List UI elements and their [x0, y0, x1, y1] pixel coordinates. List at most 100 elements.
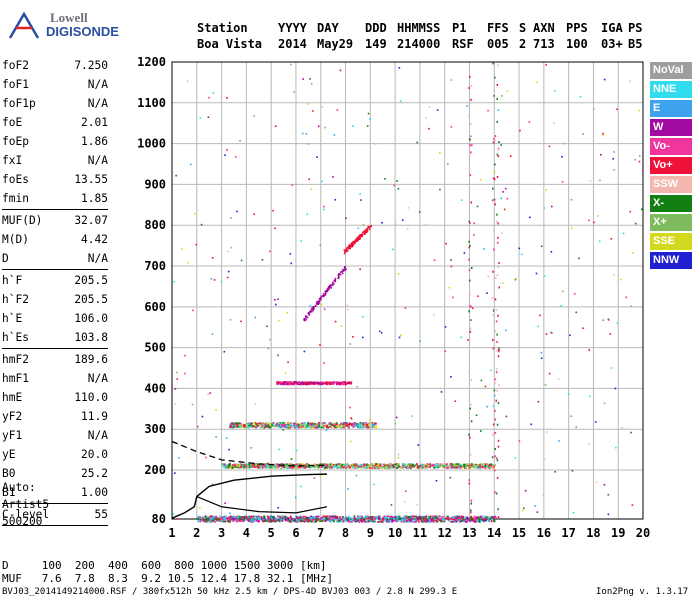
echo-trace-dot — [277, 519, 280, 521]
stripe-dot — [497, 445, 500, 448]
echo-trace-dot — [401, 519, 404, 522]
echo-trace-dot — [376, 463, 378, 466]
echo-trace-dot — [481, 463, 484, 466]
echo-trace-dot — [311, 518, 314, 521]
echo-trace-dot — [255, 464, 257, 467]
noise-dot — [208, 96, 210, 99]
echo-trace-dot — [290, 463, 293, 466]
echo-trace-dot — [417, 516, 420, 519]
echo-trace-dot — [238, 464, 241, 466]
stripe-dot — [497, 355, 500, 358]
echo-trace-dot — [266, 463, 269, 466]
echo-trace-dot — [313, 423, 316, 425]
noise-dot — [277, 298, 279, 301]
noise-dot — [435, 479, 438, 482]
noise-dot — [277, 506, 280, 509]
echo-trace-dot — [322, 515, 325, 518]
noise-dot — [323, 362, 325, 364]
noise-dot — [616, 108, 618, 111]
echo-trace-dot — [363, 423, 365, 426]
echo-trace-dot — [251, 515, 253, 518]
echo-trace-dot — [269, 464, 272, 467]
echo-trace-dot — [291, 467, 293, 469]
noise-dot — [638, 155, 641, 157]
param-row: foEs 13.55 — [2, 170, 108, 189]
noise-dot — [540, 245, 543, 248]
noise-dot — [186, 80, 189, 83]
noise-dot — [324, 126, 326, 129]
noise-dot — [418, 211, 421, 213]
echo-trace-dot — [329, 381, 332, 384]
echo-trace-dot — [363, 519, 365, 522]
noise-dot — [487, 109, 489, 112]
echo-trace-dot — [422, 515, 425, 518]
echo-trace-dot — [384, 518, 387, 521]
echo-trace-dot — [240, 519, 242, 522]
echo-trace-dot — [352, 425, 355, 428]
echo-trace-dot — [382, 463, 385, 466]
echo-trace-dot — [262, 520, 265, 523]
stripe-dot — [493, 198, 496, 201]
noise-dot — [228, 448, 230, 451]
stripe-dot — [468, 482, 471, 485]
stripe-dot — [495, 492, 498, 495]
echo-trace-dot — [442, 465, 444, 468]
param-row: fmin 1.85 — [2, 189, 108, 208]
echo-trace-dot — [238, 466, 241, 469]
oblique-trace-dot — [332, 283, 335, 285]
param-value: 1.86 — [81, 135, 108, 148]
echo-trace-dot — [389, 515, 391, 518]
param-row: B0 25.2 — [2, 464, 108, 483]
echo-trace-dot — [239, 426, 242, 428]
echo-trace-dot — [257, 466, 260, 469]
echo-trace-dot — [408, 464, 411, 467]
echo-trace-dot — [455, 466, 458, 469]
echo-trace-dot — [265, 465, 268, 468]
noise-dot — [425, 117, 428, 119]
echo-trace-dot — [427, 516, 430, 518]
echo-trace-dot — [429, 515, 432, 518]
noise-dot — [193, 212, 196, 215]
legend-item: W — [650, 119, 692, 136]
echo-trace-dot — [283, 466, 285, 468]
stripe-dot — [495, 320, 498, 323]
echo-trace-dot — [384, 520, 387, 522]
echo-trace-dot — [417, 517, 420, 520]
echo-trace-dot — [362, 518, 364, 521]
stripe-dot — [496, 241, 499, 244]
echo-trace-dot — [312, 424, 315, 427]
echo-trace-dot — [272, 422, 275, 424]
param-separator — [2, 348, 108, 349]
echo-trace-dot — [447, 516, 450, 519]
noise-dot — [473, 222, 475, 225]
echo-trace-dot — [366, 465, 369, 468]
echo-trace-dot — [252, 518, 254, 521]
auto-line: 500200 — [2, 515, 43, 528]
echo-trace-dot — [215, 515, 217, 518]
echo-trace-dot — [372, 515, 375, 518]
echo-trace-dot — [356, 517, 359, 520]
noise-dot — [575, 311, 577, 314]
echo-trace-dot — [311, 382, 314, 385]
echo-trace-dot — [286, 466, 289, 469]
echo-trace-dot — [394, 519, 397, 522]
noise-dot — [307, 103, 310, 105]
echo-trace-dot — [326, 381, 328, 383]
oblique-trace-dot — [320, 297, 322, 300]
echo-trace-dot — [311, 516, 314, 519]
echo-trace-dot — [371, 520, 374, 523]
echo-trace-dot — [367, 464, 370, 466]
noise-dot — [230, 217, 232, 219]
param-separator — [2, 269, 108, 270]
echo-trace-dot — [304, 425, 307, 428]
echo-trace-dot — [441, 518, 444, 521]
noise-dot — [178, 456, 180, 459]
echo-trace-dot — [252, 515, 255, 518]
echo-trace-dot — [241, 464, 244, 467]
echo-trace-dot — [284, 516, 287, 519]
oblique-trace-dot — [323, 294, 326, 297]
echo-trace-dot — [288, 425, 291, 428]
stripe-dot — [493, 209, 496, 212]
echo-trace-dot — [464, 467, 467, 469]
echo-trace-dot — [360, 517, 363, 519]
